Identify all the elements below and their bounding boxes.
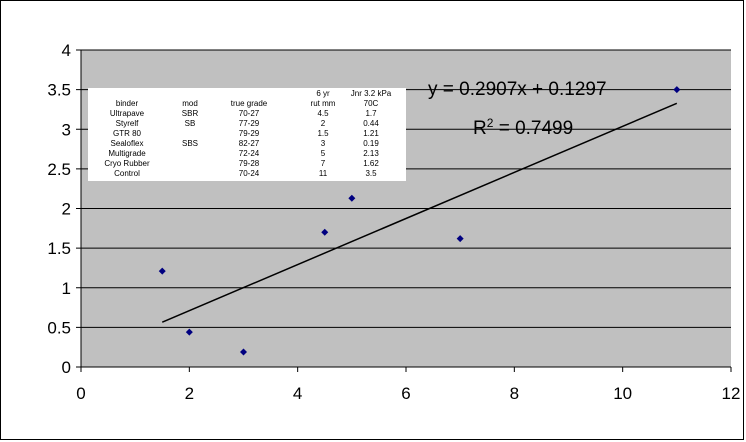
table-cell-1-3: 2 <box>321 119 326 128</box>
data-point-1 <box>185 328 193 336</box>
y-tick-label-7: 3.5 <box>47 81 71 100</box>
data-table-box <box>88 88 406 181</box>
table-cell-5-2: 79-28 <box>239 159 260 168</box>
table-cell-1-4: 0.44 <box>363 119 379 128</box>
y-tick-label-5: 2.5 <box>47 160 71 179</box>
data-point-6 <box>673 86 681 94</box>
table-cell-4-0: Multigrade <box>108 149 146 158</box>
table-cell-0-0: Ultrapave <box>110 109 145 118</box>
table-header-3: rut mm <box>311 99 336 108</box>
data-point-4 <box>348 194 356 202</box>
x-tick-label-3: 6 <box>401 384 410 403</box>
trendline <box>161 102 678 323</box>
y-tick-label-0: 0 <box>62 358 71 377</box>
table-header-2: true grade <box>231 99 268 108</box>
table-cell-1-2: 77-29 <box>239 119 260 128</box>
table-header-top-3: 6 yr <box>316 89 330 98</box>
table-cell-3-0: Sealoflex <box>111 139 144 148</box>
table-cell-6-3: 11 <box>319 169 328 178</box>
x-tick-label-0: 0 <box>76 384 85 403</box>
table-cell-4-3: 5 <box>321 149 326 158</box>
table-cell-3-3: 3 <box>321 139 326 148</box>
y-tick-label-3: 1.5 <box>47 239 71 258</box>
table-header-1: mod <box>182 99 198 108</box>
table-cell-4-2: 72-24 <box>239 149 260 158</box>
table-cell-1-1: SB <box>185 119 196 128</box>
table-cell-6-4: 3.5 <box>365 169 377 178</box>
table-cell-6-2: 70-24 <box>239 169 260 178</box>
table-cell-6-0: Control <box>114 169 140 178</box>
table-cell-4-4: 2.13 <box>363 149 379 158</box>
table-cell-0-2: 70-27 <box>239 109 260 118</box>
y-tick-label-1: 0.5 <box>47 318 71 337</box>
y-tick-label-4: 2 <box>62 200 71 219</box>
y-tick-label-6: 3 <box>62 120 71 139</box>
y-tick-label-2: 1 <box>62 279 71 298</box>
data-point-5 <box>456 235 464 243</box>
table-cell-2-2: 79-29 <box>239 129 260 138</box>
data-point-3 <box>240 348 247 356</box>
table-cell-1-0: Styrelf <box>116 119 139 128</box>
table-cell-0-1: SBR <box>182 109 199 118</box>
table-cell-0-4: 1.7 <box>365 109 377 118</box>
table-header-0: binder <box>116 99 139 108</box>
table-cell-2-4: 1.21 <box>363 129 379 138</box>
data-point-2 <box>158 267 166 275</box>
x-tick-label-2: 4 <box>293 384 302 403</box>
r-squared-label: R2 = 0.7499 <box>473 116 573 139</box>
x-tick-label-4: 8 <box>510 384 519 403</box>
table-cell-2-3: 1.5 <box>317 129 329 138</box>
table-cell-5-4: 1.62 <box>363 159 379 168</box>
data-point-0 <box>321 228 329 236</box>
table-cell-2-0: GTR 80 <box>113 129 142 138</box>
table-header-top-4: Jnr 3.2 kPa <box>351 89 392 98</box>
table-header-4: 70C <box>364 99 379 108</box>
table-cell-3-2: 82-27 <box>239 139 260 148</box>
trendline-equation: y = 0.2907x + 0.1297 <box>428 79 607 100</box>
table-cell-5-3: 7 <box>321 159 326 168</box>
table-cell-0-3: 4.5 <box>317 109 329 118</box>
table-cell-5-0: Cryo Rubber <box>104 159 150 168</box>
table-cell-3-1: SBS <box>182 139 198 148</box>
x-tick-label-1: 2 <box>185 384 194 403</box>
x-tick-label-6: 12 <box>722 384 741 403</box>
y-tick-label-8: 4 <box>62 41 71 60</box>
table-cell-3-4: 0.19 <box>363 139 379 148</box>
x-tick-label-5: 10 <box>613 384 632 403</box>
